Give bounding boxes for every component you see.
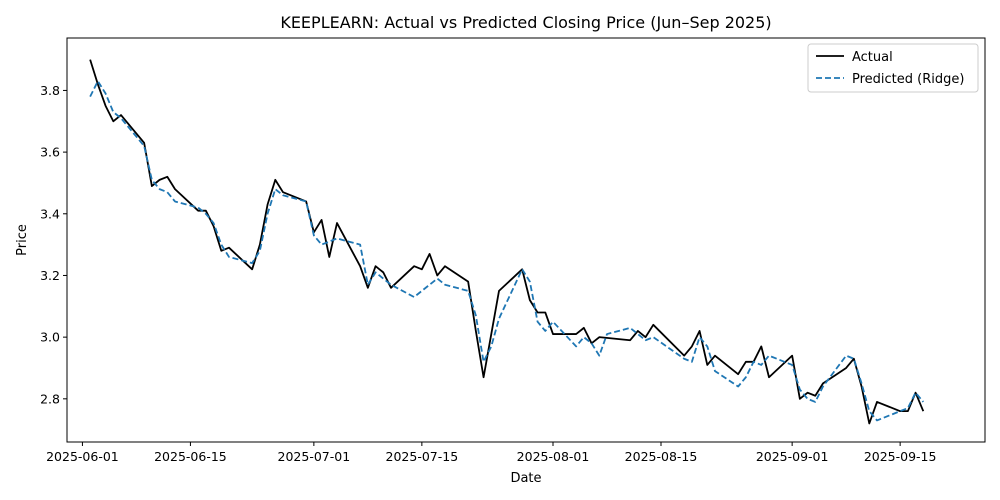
x-tick-label: 2025-07-15 [386,449,459,464]
y-tick-label: 3.0 [40,330,60,345]
legend-label-actual: Actual [852,50,893,65]
y-axis: 2.8 3.0 3.2 3.4 3.6 3.8 [40,83,67,406]
x-tick-label: 2025-07-01 [278,449,351,464]
series-line-1 [89,80,924,422]
series-line-0 [89,59,925,425]
chart-title: KEEPLEARN: Actual vs Predicted Closing P… [280,13,771,32]
plot-frame [66,37,986,443]
x-tick-label: 2025-08-01 [517,449,590,464]
x-tick-label: 2025-09-01 [756,449,829,464]
x-axis-label: Date [510,471,541,486]
y-axis-label: Price [15,224,30,256]
x-axis: 2025-06-01 2025-06-15 2025-07-01 2025-07-15… [46,442,936,464]
legend-box [807,43,979,93]
x-tick-label: 2025-06-15 [154,449,227,464]
y-tick-label: 2.8 [40,391,60,406]
legend-label-predicted: Predicted (Ridge) [852,72,964,87]
x-tick-label: 2025-06-01 [46,449,119,464]
legend: Actual Predicted (Ridge) [807,43,979,93]
y-tick-label: 3.6 [40,145,60,160]
y-tick-label: 3.2 [40,268,60,283]
y-tick-label: 3.4 [40,206,60,221]
y-tick-label: 3.8 [40,83,60,98]
plot-lines [89,59,925,425]
x-tick-label: 2025-08-15 [625,449,698,464]
x-tick-label: 2025-09-15 [864,449,937,464]
